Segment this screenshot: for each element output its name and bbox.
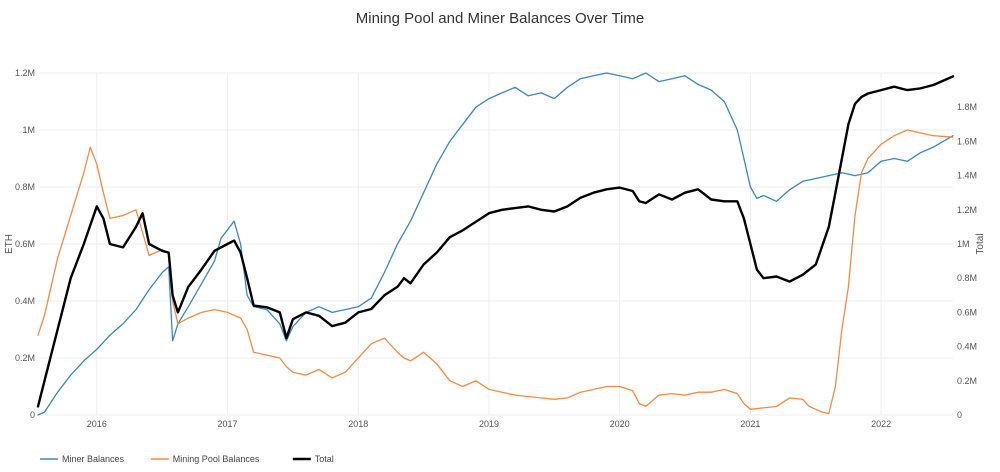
legend-item-total: Total: [315, 454, 334, 464]
x-tick-label: 2017: [218, 419, 238, 429]
series-line-mining-pool-balances: [37, 129, 954, 415]
y-tick-label: 1M: [22, 125, 35, 135]
legend-item-mining-pool-balances: Mining Pool Balances: [173, 454, 260, 464]
y2-tick-label: 0.6M: [957, 307, 977, 317]
y-axis-right: 0 0.2M 0.4M 0.6M 0.8M 1M 1.2M 1.4M 1.6M 1.8M: [957, 102, 977, 420]
y-tick-label: 0.2M: [15, 353, 35, 363]
legend-item-miner-balances: Miner Balances: [62, 454, 125, 464]
x-tick-label: 2021: [740, 419, 760, 429]
series-line-total: [36, 75, 955, 408]
y2-tick-label: 0: [957, 410, 962, 420]
y-tick-label: 1.2M: [15, 68, 35, 78]
y-tick-label: 0.8M: [15, 182, 35, 192]
x-tick-label: 2020: [610, 419, 630, 429]
y2-axis-title: Total: [975, 233, 986, 254]
legend: Miner Balances Mining Pool Balances Total: [40, 454, 334, 464]
x-tick-label: 2019: [479, 419, 499, 429]
y2-tick-label: 0.8M: [957, 273, 977, 283]
y-axis-left: 0 0.2M 0.4M 0.6M 0.8M 1M 1.2M: [15, 68, 35, 420]
y2-tick-label: 1.6M: [957, 136, 977, 146]
x-tick-label: 2016: [87, 419, 107, 429]
x-tick-label: 2022: [871, 419, 891, 429]
x-axis: 2016 2017 2018 2019 2020 2021 2022: [87, 419, 891, 429]
y2-tick-label: 1M: [957, 239, 970, 249]
y-tick-label: 0.4M: [15, 296, 35, 306]
y-tick-label: 0: [30, 410, 35, 420]
y2-tick-label: 0.4M: [957, 342, 977, 352]
y-axis-title: ETH: [4, 234, 15, 254]
y2-tick-label: 0.2M: [957, 376, 977, 386]
grid: [38, 72, 953, 416]
y-tick-label: 0.6M: [15, 239, 35, 249]
y2-tick-label: 1.2M: [957, 205, 977, 215]
series-layer: [36, 72, 955, 416]
chart-title: Mining Pool and Miner Balances Over Time: [356, 10, 644, 27]
y2-tick-label: 1.8M: [957, 102, 977, 112]
x-tick-label: 2018: [348, 419, 368, 429]
y2-tick-label: 1.4M: [957, 171, 977, 181]
